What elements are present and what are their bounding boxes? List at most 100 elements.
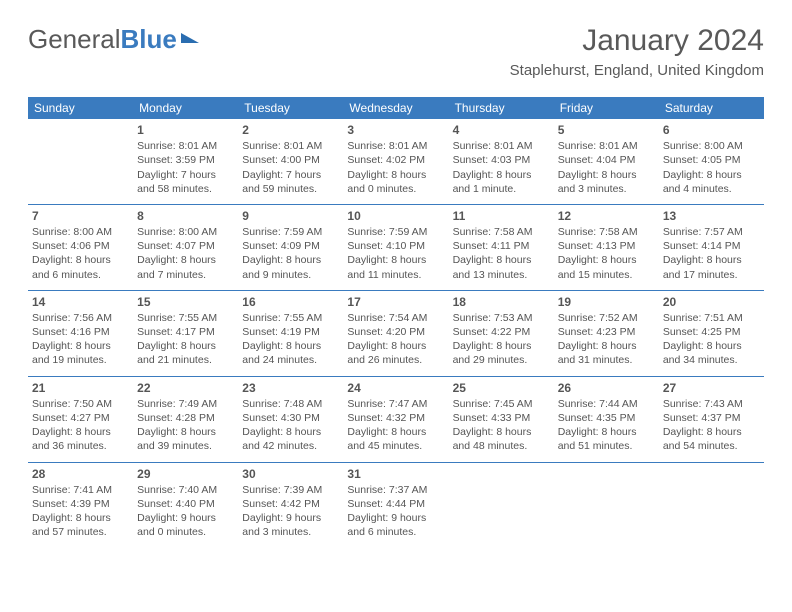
day-number: 1 [137, 122, 234, 138]
cell-block: 16Sunrise: 7:55 AMSunset: 4:19 PMDayligh… [242, 294, 339, 368]
day-number: 19 [558, 294, 655, 310]
calendar-cell: 4Sunrise: 8:01 AMSunset: 4:03 PMDaylight… [449, 119, 554, 204]
day-number: 11 [453, 208, 550, 224]
cell-line: Daylight: 8 hours [663, 339, 760, 353]
cell-line: Sunset: 4:20 PM [347, 325, 444, 339]
calendar-week-row: 1Sunrise: 8:01 AMSunset: 3:59 PMDaylight… [28, 119, 764, 204]
cell-line: and 11 minutes. [347, 268, 444, 282]
cell-line: Sunrise: 7:58 AM [558, 225, 655, 239]
title-block: January 2024 Staplehurst, England, Unite… [510, 24, 764, 79]
cell-line: Sunrise: 8:00 AM [663, 139, 760, 153]
cell-line: and 6 minutes. [347, 525, 444, 539]
day-number: 17 [347, 294, 444, 310]
day-number: 6 [663, 122, 760, 138]
cell-line: and 57 minutes. [32, 525, 129, 539]
day-number: 24 [347, 380, 444, 396]
cell-line: Sunrise: 7:40 AM [137, 483, 234, 497]
cell-block: 17Sunrise: 7:54 AMSunset: 4:20 PMDayligh… [347, 294, 444, 368]
calendar-week-row: 21Sunrise: 7:50 AMSunset: 4:27 PMDayligh… [28, 376, 764, 462]
cell-line: and 51 minutes. [558, 439, 655, 453]
cell-line: Sunrise: 7:39 AM [242, 483, 339, 497]
weekday-header: Thursday [449, 97, 554, 119]
month-title: January 2024 [510, 24, 764, 58]
cell-line: Sunset: 4:40 PM [137, 497, 234, 511]
weekday-header: Sunday [28, 97, 133, 119]
cell-line: Daylight: 8 hours [453, 253, 550, 267]
cell-line: and 21 minutes. [137, 353, 234, 367]
cell-line: Sunrise: 7:41 AM [32, 483, 129, 497]
cell-block: 6Sunrise: 8:00 AMSunset: 4:05 PMDaylight… [663, 122, 760, 196]
cell-line: Sunrise: 8:01 AM [242, 139, 339, 153]
day-number: 15 [137, 294, 234, 310]
cell-line: Sunset: 4:17 PM [137, 325, 234, 339]
cell-block [32, 123, 129, 181]
cell-line: Sunrise: 7:53 AM [453, 311, 550, 325]
calendar-cell [554, 462, 659, 547]
cell-block: 18Sunrise: 7:53 AMSunset: 4:22 PMDayligh… [453, 294, 550, 368]
cell-line: Sunrise: 7:50 AM [32, 397, 129, 411]
cell-line: Sunrise: 7:59 AM [347, 225, 444, 239]
cell-line: Daylight: 8 hours [32, 253, 129, 267]
cell-line: Sunrise: 7:45 AM [453, 397, 550, 411]
cell-line: Daylight: 8 hours [347, 168, 444, 182]
calendar-cell [659, 462, 764, 547]
cell-line: and 39 minutes. [137, 439, 234, 453]
calendar-cell: 28Sunrise: 7:41 AMSunset: 4:39 PMDayligh… [28, 462, 133, 547]
cell-line: and 7 minutes. [137, 268, 234, 282]
cell-line: Sunset: 4:44 PM [347, 497, 444, 511]
day-number: 8 [137, 208, 234, 224]
cell-block: 4Sunrise: 8:01 AMSunset: 4:03 PMDaylight… [453, 122, 550, 196]
cell-line: Daylight: 8 hours [242, 425, 339, 439]
day-number: 30 [242, 466, 339, 482]
cell-block: 27Sunrise: 7:43 AMSunset: 4:37 PMDayligh… [663, 380, 760, 454]
cell-line: Daylight: 8 hours [663, 425, 760, 439]
cell-line: Daylight: 8 hours [242, 253, 339, 267]
day-number: 3 [347, 122, 444, 138]
cell-line: and 42 minutes. [242, 439, 339, 453]
weekday-header: Saturday [659, 97, 764, 119]
day-number: 29 [137, 466, 234, 482]
calendar-cell [28, 119, 133, 204]
calendar-week-row: 28Sunrise: 7:41 AMSunset: 4:39 PMDayligh… [28, 462, 764, 547]
cell-block: 22Sunrise: 7:49 AMSunset: 4:28 PMDayligh… [137, 380, 234, 454]
calendar-cell: 7Sunrise: 8:00 AMSunset: 4:06 PMDaylight… [28, 204, 133, 290]
cell-line: Daylight: 8 hours [347, 339, 444, 353]
cell-line: and 17 minutes. [663, 268, 760, 282]
day-number: 23 [242, 380, 339, 396]
calendar-cell: 30Sunrise: 7:39 AMSunset: 4:42 PMDayligh… [238, 462, 343, 547]
weekday-header: Tuesday [238, 97, 343, 119]
day-number: 4 [453, 122, 550, 138]
cell-block [558, 467, 655, 525]
cell-block: 21Sunrise: 7:50 AMSunset: 4:27 PMDayligh… [32, 380, 129, 454]
calendar-cell: 23Sunrise: 7:48 AMSunset: 4:30 PMDayligh… [238, 376, 343, 462]
cell-line: and 48 minutes. [453, 439, 550, 453]
cell-line: Sunrise: 7:44 AM [558, 397, 655, 411]
cell-line: Sunset: 4:00 PM [242, 153, 339, 167]
cell-line: and 0 minutes. [347, 182, 444, 196]
cell-block: 7Sunrise: 8:00 AMSunset: 4:06 PMDaylight… [32, 208, 129, 282]
cell-block: 14Sunrise: 7:56 AMSunset: 4:16 PMDayligh… [32, 294, 129, 368]
cell-line: and 6 minutes. [32, 268, 129, 282]
page-header: GeneralBlue January 2024 Staplehurst, En… [28, 24, 764, 79]
calendar-cell: 11Sunrise: 7:58 AMSunset: 4:11 PMDayligh… [449, 204, 554, 290]
cell-line: Sunset: 4:14 PM [663, 239, 760, 253]
cell-block: 23Sunrise: 7:48 AMSunset: 4:30 PMDayligh… [242, 380, 339, 454]
calendar-cell: 27Sunrise: 7:43 AMSunset: 4:37 PMDayligh… [659, 376, 764, 462]
calendar-week-row: 7Sunrise: 8:00 AMSunset: 4:06 PMDaylight… [28, 204, 764, 290]
cell-line: Sunrise: 7:55 AM [242, 311, 339, 325]
location-text: Staplehurst, England, United Kingdom [510, 62, 764, 79]
cell-line: Daylight: 8 hours [453, 168, 550, 182]
day-number: 2 [242, 122, 339, 138]
weekday-header: Friday [554, 97, 659, 119]
cell-line: Sunset: 4:16 PM [32, 325, 129, 339]
calendar-page: GeneralBlue January 2024 Staplehurst, En… [0, 0, 792, 563]
calendar-cell: 3Sunrise: 8:01 AMSunset: 4:02 PMDaylight… [343, 119, 448, 204]
calendar-week-row: 14Sunrise: 7:56 AMSunset: 4:16 PMDayligh… [28, 290, 764, 376]
cell-block: 19Sunrise: 7:52 AMSunset: 4:23 PMDayligh… [558, 294, 655, 368]
cell-line: and 3 minutes. [558, 182, 655, 196]
cell-line: Daylight: 9 hours [137, 511, 234, 525]
cell-line: and 0 minutes. [137, 525, 234, 539]
cell-line: Sunrise: 7:57 AM [663, 225, 760, 239]
cell-block [663, 467, 760, 525]
cell-block: 3Sunrise: 8:01 AMSunset: 4:02 PMDaylight… [347, 122, 444, 196]
